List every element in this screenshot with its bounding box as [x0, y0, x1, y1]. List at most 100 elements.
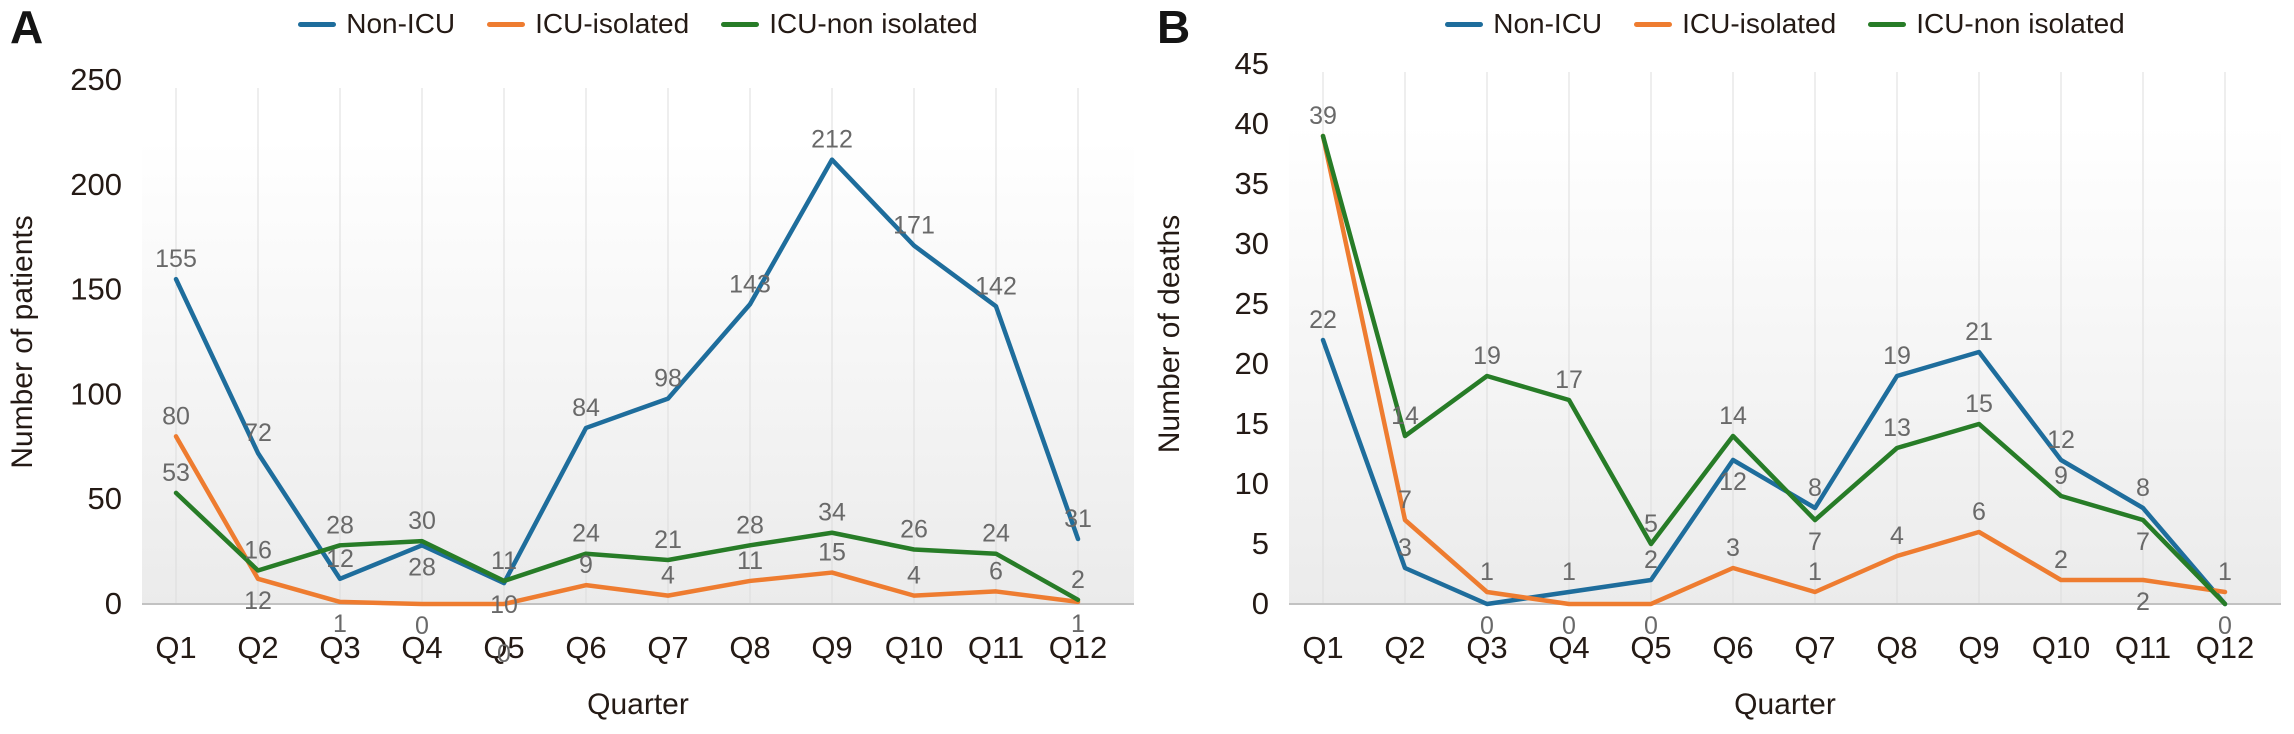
legend-label: ICU-isolated	[535, 8, 690, 39]
x-tick-label: Q3	[319, 630, 360, 665]
data-label: 24	[572, 520, 600, 548]
legend-a: Non-ICU ICU-isolated ICU-non isolated	[142, 8, 1134, 40]
x-tick-label: Q1	[1302, 630, 1343, 665]
data-label: 84	[572, 394, 600, 422]
x-tick-label: Q2	[237, 630, 278, 665]
data-label: 7	[1398, 486, 1412, 514]
data-label: 14	[1719, 402, 1747, 430]
legend-line-swatch	[1445, 21, 1484, 27]
y-tick-label: 0	[1252, 586, 1269, 621]
legend-label: ICU-isolated	[1682, 8, 1837, 39]
y-axis-title: Number of patients	[6, 215, 39, 468]
x-tick-label: Q4	[401, 630, 442, 665]
x-tick-label: Q11	[968, 630, 1024, 665]
data-label: 0	[415, 612, 429, 640]
data-label: 5	[1644, 510, 1658, 538]
series-line-icu-isolated	[1320, 133, 2228, 607]
data-label: 14	[1391, 402, 1419, 430]
data-label: 34	[818, 499, 846, 527]
x-tick-label: Q10	[2032, 630, 2091, 665]
x-tick-label: Q12	[1049, 630, 1108, 665]
data-label: 9	[579, 551, 593, 579]
panel-a: A Non-ICU ICU-isolated ICU-non isolated 0 5…	[6, 1, 1134, 721]
y-tick-label: 0	[105, 586, 122, 621]
y-tick-label: 200	[70, 167, 122, 202]
x-tick-label: Q6	[565, 630, 606, 665]
x-tick-label: Q9	[811, 630, 852, 665]
series-line-non-icu	[173, 157, 1081, 586]
data-label: 26	[900, 516, 928, 544]
legend-line-swatch	[298, 21, 337, 27]
x-axis-title: Quarter	[587, 688, 689, 721]
y-tick-label: 5	[1252, 526, 1269, 561]
data-label: 2	[1071, 566, 1085, 594]
data-label: 12	[2047, 426, 2075, 454]
y-tick-label: 20	[1235, 346, 1269, 381]
data-label: 1	[2218, 558, 2232, 586]
legend-item-icu-isolated: ICU-isolated	[1634, 8, 1836, 40]
y-tick-label: 10	[1235, 466, 1269, 501]
data-label: 17	[1555, 366, 1583, 394]
data-label: 12	[1719, 468, 1747, 496]
data-label: 1	[1562, 558, 1576, 586]
data-label: 0	[1480, 612, 1494, 640]
data-label: 80	[162, 402, 190, 430]
y-tick-label: 40	[1235, 106, 1269, 141]
x-tick-label: Q2	[1384, 630, 1425, 665]
x-tick-label: Q8	[729, 630, 770, 665]
legend-label: ICU-non isolated	[769, 8, 978, 39]
data-label: 39	[1309, 102, 1337, 130]
plot-area	[1289, 124, 2281, 604]
data-label: 7	[2136, 528, 2150, 556]
data-label: 28	[408, 553, 436, 581]
data-label: 4	[661, 562, 675, 590]
legend-item-non-icu: Non-ICU	[298, 8, 455, 40]
legend-line-swatch	[1634, 21, 1673, 27]
series-line-non-icu	[1320, 337, 2228, 607]
y-axis-title: Number of deaths	[1153, 215, 1186, 453]
data-label: 16	[244, 536, 272, 564]
series-line-icu-non-isolated	[173, 490, 1081, 603]
legend-line-swatch	[1868, 21, 1907, 27]
data-label: 2	[1644, 546, 1658, 574]
x-tick-label: Q5	[1630, 630, 1671, 665]
data-label: 12	[326, 545, 354, 573]
data-label: 11	[737, 547, 763, 575]
legend-item-icu-non-isolated: ICU-non isolated	[721, 8, 978, 40]
legend-item-non-icu: Non-ICU	[1445, 8, 1602, 40]
y-tick-label: 30	[1235, 226, 1269, 261]
data-label: 4	[907, 562, 921, 590]
x-tick-label: Q10	[885, 630, 944, 665]
x-tick-label: Q7	[647, 630, 688, 665]
data-label: 21	[1965, 318, 1993, 346]
x-tick-label: Q11	[2115, 630, 2171, 665]
data-label: 6	[989, 557, 1003, 585]
data-label: 0	[1644, 612, 1658, 640]
data-label: 2	[2136, 588, 2150, 616]
legend-item-icu-non-isolated: ICU-non isolated	[1868, 8, 2125, 40]
data-label: 9	[2054, 462, 2068, 490]
data-label: 19	[1883, 342, 1911, 370]
data-label: 1	[1071, 610, 1085, 638]
y-tick-label: 150	[70, 272, 122, 307]
legend-label: ICU-non isolated	[1916, 8, 2125, 39]
legend-b: Non-ICU ICU-isolated ICU-non isolated	[1289, 8, 2281, 40]
data-label: 10	[490, 591, 518, 619]
x-tick-label: Q3	[1466, 630, 1507, 665]
data-label: 1	[333, 610, 347, 638]
data-label: 15	[1965, 390, 1993, 418]
data-label: 0	[2218, 612, 2232, 640]
data-label: 15	[818, 539, 846, 567]
data-label: 19	[1473, 342, 1501, 370]
x-tick-label: Q8	[1876, 630, 1917, 665]
x-axis-title: Quarter	[1734, 688, 1836, 721]
y-tick-label: 250	[70, 62, 122, 97]
y-tick-label: 15	[1235, 406, 1269, 441]
data-label: 8	[1808, 474, 1822, 502]
data-label: 1	[1480, 558, 1494, 586]
data-label: 21	[654, 526, 682, 554]
y-tick-label: 45	[1235, 46, 1269, 81]
